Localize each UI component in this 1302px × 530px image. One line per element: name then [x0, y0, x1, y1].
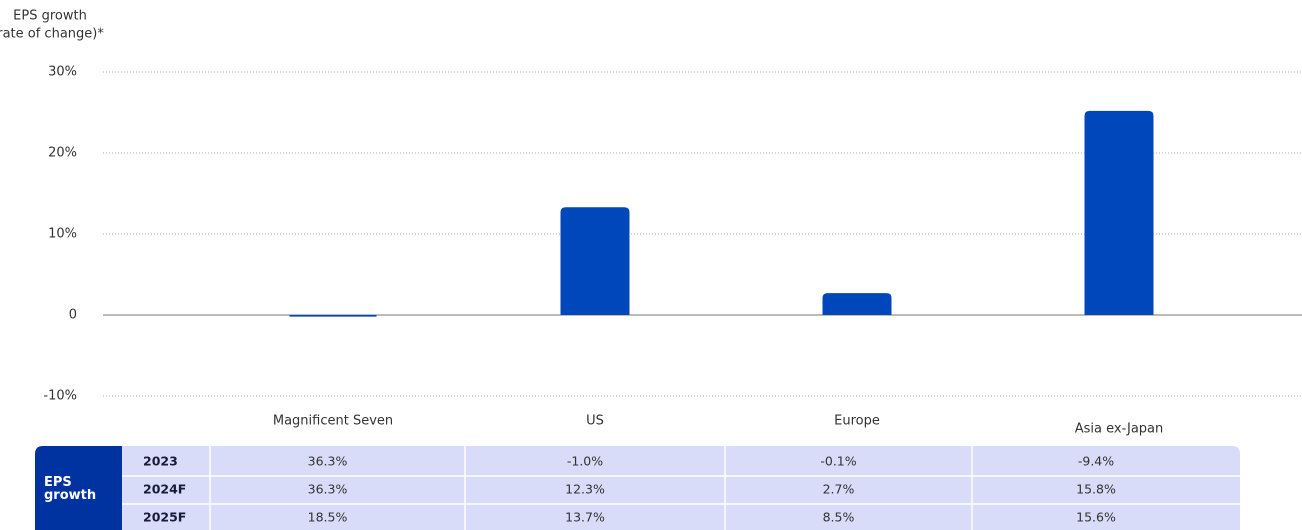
table-cell: 18.5%: [308, 510, 348, 525]
x-tick-label: Europe: [834, 414, 880, 429]
bar: [1084, 110, 1154, 315]
table-cell: 15.8%: [1076, 482, 1116, 497]
table-cell: 13.7%: [565, 510, 605, 525]
y-axis-label: (rate of change)*: [0, 27, 104, 42]
table-cell: 8.5%: [823, 510, 855, 525]
y-tick-label: -10%: [43, 389, 77, 404]
y-tick-label: 20%: [48, 146, 77, 161]
y-tick-label: 0: [69, 308, 77, 323]
x-tick-label: Asia ex-Japan: [1075, 422, 1164, 437]
y-axis-label: EPS growth: [13, 9, 87, 24]
x-tick-label: Magnificent Seven: [273, 414, 393, 429]
table-cell: -0.1%: [820, 454, 856, 469]
y-tick-label: 10%: [48, 227, 77, 242]
table-cell: 15.6%: [1076, 510, 1116, 525]
bar: [560, 207, 630, 315]
table-header-cell: [35, 446, 122, 530]
row-label: 2025F: [143, 510, 186, 525]
table-cell: 2.7%: [823, 482, 855, 497]
table-cell: 12.3%: [565, 482, 605, 497]
y-tick-label: 30%: [48, 65, 77, 80]
table-cell: 36.3%: [308, 454, 348, 469]
table-header: EPS growth: [44, 475, 96, 503]
bar: [289, 315, 377, 317]
row-label: 2024F: [143, 482, 186, 497]
x-tick-label: US: [586, 414, 604, 429]
table-cell: -9.4%: [1078, 454, 1114, 469]
table-cell: 36.3%: [308, 482, 348, 497]
table-cell: -1.0%: [567, 454, 603, 469]
row-label: 2023: [143, 454, 178, 469]
table-background: [35, 446, 1240, 530]
bar: [822, 293, 892, 315]
